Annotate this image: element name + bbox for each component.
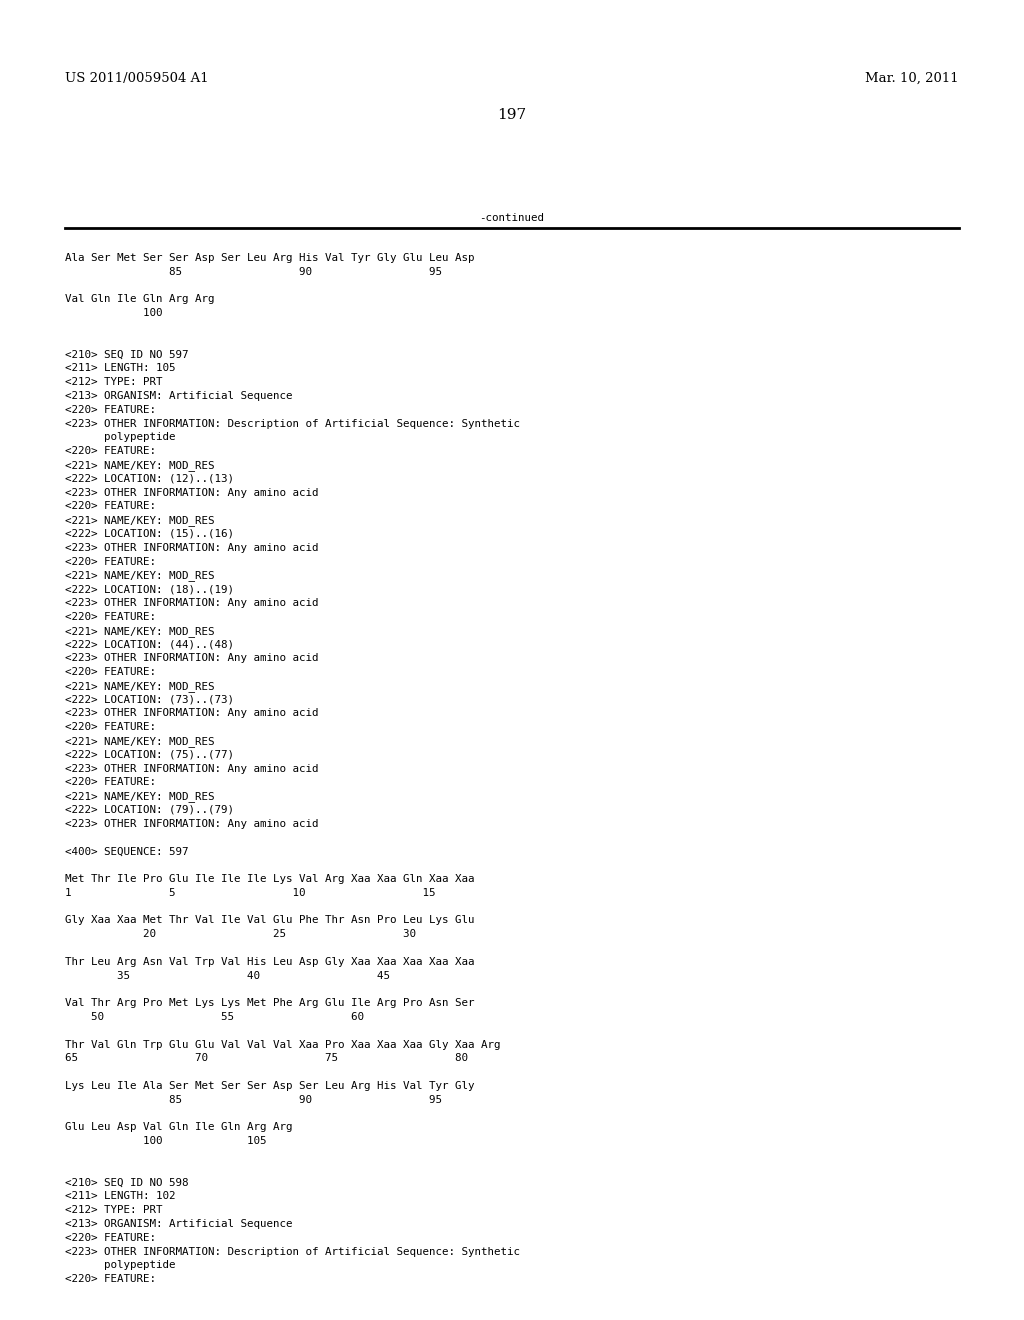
- Text: <220> FEATURE:: <220> FEATURE:: [65, 777, 156, 788]
- Text: <212> TYPE: PRT: <212> TYPE: PRT: [65, 378, 163, 387]
- Text: 100             105: 100 105: [65, 1137, 266, 1146]
- Text: <220> FEATURE:: <220> FEATURE:: [65, 446, 156, 457]
- Text: 65                  70                  75                  80: 65 70 75 80: [65, 1053, 468, 1064]
- Text: <222> LOCATION: (75)..(77): <222> LOCATION: (75)..(77): [65, 750, 234, 760]
- Text: <223> OTHER INFORMATION: Any amino acid: <223> OTHER INFORMATION: Any amino acid: [65, 818, 318, 829]
- Text: <221> NAME/KEY: MOD_RES: <221> NAME/KEY: MOD_RES: [65, 515, 214, 527]
- Text: <220> FEATURE:: <220> FEATURE:: [65, 502, 156, 511]
- Text: US 2011/0059504 A1: US 2011/0059504 A1: [65, 73, 209, 84]
- Text: polypeptide: polypeptide: [65, 1261, 175, 1270]
- Text: <220> FEATURE:: <220> FEATURE:: [65, 405, 156, 414]
- Text: <223> OTHER INFORMATION: Any amino acid: <223> OTHER INFORMATION: Any amino acid: [65, 709, 318, 718]
- Text: -continued: -continued: [479, 213, 545, 223]
- Text: <222> LOCATION: (12)..(13): <222> LOCATION: (12)..(13): [65, 474, 234, 484]
- Text: <220> FEATURE:: <220> FEATURE:: [65, 557, 156, 566]
- Text: <210> SEQ ID NO 598: <210> SEQ ID NO 598: [65, 1177, 188, 1188]
- Text: <221> NAME/KEY: MOD_RES: <221> NAME/KEY: MOD_RES: [65, 570, 214, 581]
- Text: Val Gln Ile Gln Arg Arg: Val Gln Ile Gln Arg Arg: [65, 294, 214, 305]
- Text: <220> FEATURE:: <220> FEATURE:: [65, 1233, 156, 1243]
- Text: 50                  55                  60: 50 55 60: [65, 1012, 364, 1022]
- Text: <222> LOCATION: (73)..(73): <222> LOCATION: (73)..(73): [65, 694, 234, 705]
- Text: <221> NAME/KEY: MOD_RES: <221> NAME/KEY: MOD_RES: [65, 459, 214, 471]
- Text: <221> NAME/KEY: MOD_RES: <221> NAME/KEY: MOD_RES: [65, 626, 214, 636]
- Text: <223> OTHER INFORMATION: Any amino acid: <223> OTHER INFORMATION: Any amino acid: [65, 763, 318, 774]
- Text: Lys Leu Ile Ala Ser Met Ser Ser Asp Ser Leu Arg His Val Tyr Gly: Lys Leu Ile Ala Ser Met Ser Ser Asp Ser …: [65, 1081, 474, 1092]
- Text: 1               5                  10                  15: 1 5 10 15: [65, 888, 435, 898]
- Text: <223> OTHER INFORMATION: Any amino acid: <223> OTHER INFORMATION: Any amino acid: [65, 543, 318, 553]
- Text: Thr Leu Arg Asn Val Trp Val His Leu Asp Gly Xaa Xaa Xaa Xaa Xaa: Thr Leu Arg Asn Val Trp Val His Leu Asp …: [65, 957, 474, 966]
- Text: <223> OTHER INFORMATION: Any amino acid: <223> OTHER INFORMATION: Any amino acid: [65, 653, 318, 663]
- Text: <223> OTHER INFORMATION: Any amino acid: <223> OTHER INFORMATION: Any amino acid: [65, 598, 318, 609]
- Text: Gly Xaa Xaa Met Thr Val Ile Val Glu Phe Thr Asn Pro Leu Lys Glu: Gly Xaa Xaa Met Thr Val Ile Val Glu Phe …: [65, 915, 474, 925]
- Text: <211> LENGTH: 102: <211> LENGTH: 102: [65, 1192, 175, 1201]
- Text: <212> TYPE: PRT: <212> TYPE: PRT: [65, 1205, 163, 1216]
- Text: Ala Ser Met Ser Ser Asp Ser Leu Arg His Val Tyr Gly Glu Leu Asp: Ala Ser Met Ser Ser Asp Ser Leu Arg His …: [65, 253, 474, 263]
- Text: <222> LOCATION: (18)..(19): <222> LOCATION: (18)..(19): [65, 585, 234, 594]
- Text: <221> NAME/KEY: MOD_RES: <221> NAME/KEY: MOD_RES: [65, 791, 214, 803]
- Text: <223> OTHER INFORMATION: Any amino acid: <223> OTHER INFORMATION: Any amino acid: [65, 487, 318, 498]
- Text: Glu Leu Asp Val Gln Ile Gln Arg Arg: Glu Leu Asp Val Gln Ile Gln Arg Arg: [65, 1122, 293, 1133]
- Text: <223> OTHER INFORMATION: Description of Artificial Sequence: Synthetic: <223> OTHER INFORMATION: Description of …: [65, 418, 520, 429]
- Text: <221> NAME/KEY: MOD_RES: <221> NAME/KEY: MOD_RES: [65, 737, 214, 747]
- Text: <210> SEQ ID NO 597: <210> SEQ ID NO 597: [65, 350, 188, 359]
- Text: Mar. 10, 2011: Mar. 10, 2011: [865, 73, 959, 84]
- Text: 197: 197: [498, 108, 526, 121]
- Text: 35                  40                  45: 35 40 45: [65, 970, 390, 981]
- Text: 20                  25                  30: 20 25 30: [65, 929, 416, 940]
- Text: <222> LOCATION: (44)..(48): <222> LOCATION: (44)..(48): [65, 639, 234, 649]
- Text: <220> FEATURE:: <220> FEATURE:: [65, 722, 156, 733]
- Text: polypeptide: polypeptide: [65, 433, 175, 442]
- Text: <222> LOCATION: (15)..(16): <222> LOCATION: (15)..(16): [65, 529, 234, 539]
- Text: <220> FEATURE:: <220> FEATURE:: [65, 1274, 156, 1284]
- Text: <221> NAME/KEY: MOD_RES: <221> NAME/KEY: MOD_RES: [65, 681, 214, 692]
- Text: <223> OTHER INFORMATION: Description of Artificial Sequence: Synthetic: <223> OTHER INFORMATION: Description of …: [65, 1246, 520, 1257]
- Text: <213> ORGANISM: Artificial Sequence: <213> ORGANISM: Artificial Sequence: [65, 391, 293, 401]
- Text: Met Thr Ile Pro Glu Ile Ile Ile Lys Val Arg Xaa Xaa Gln Xaa Xaa: Met Thr Ile Pro Glu Ile Ile Ile Lys Val …: [65, 874, 474, 884]
- Text: 85                  90                  95: 85 90 95: [65, 267, 442, 277]
- Text: <211> LENGTH: 105: <211> LENGTH: 105: [65, 363, 175, 374]
- Text: 100: 100: [65, 308, 163, 318]
- Text: <220> FEATURE:: <220> FEATURE:: [65, 611, 156, 622]
- Text: <400> SEQUENCE: 597: <400> SEQUENCE: 597: [65, 846, 188, 857]
- Text: 85                  90                  95: 85 90 95: [65, 1094, 442, 1105]
- Text: <222> LOCATION: (79)..(79): <222> LOCATION: (79)..(79): [65, 805, 234, 814]
- Text: <213> ORGANISM: Artificial Sequence: <213> ORGANISM: Artificial Sequence: [65, 1218, 293, 1229]
- Text: Thr Val Gln Trp Glu Glu Val Val Val Xaa Pro Xaa Xaa Xaa Gly Xaa Arg: Thr Val Gln Trp Glu Glu Val Val Val Xaa …: [65, 1040, 501, 1049]
- Text: <220> FEATURE:: <220> FEATURE:: [65, 667, 156, 677]
- Text: Val Thr Arg Pro Met Lys Lys Met Phe Arg Glu Ile Arg Pro Asn Ser: Val Thr Arg Pro Met Lys Lys Met Phe Arg …: [65, 998, 474, 1008]
